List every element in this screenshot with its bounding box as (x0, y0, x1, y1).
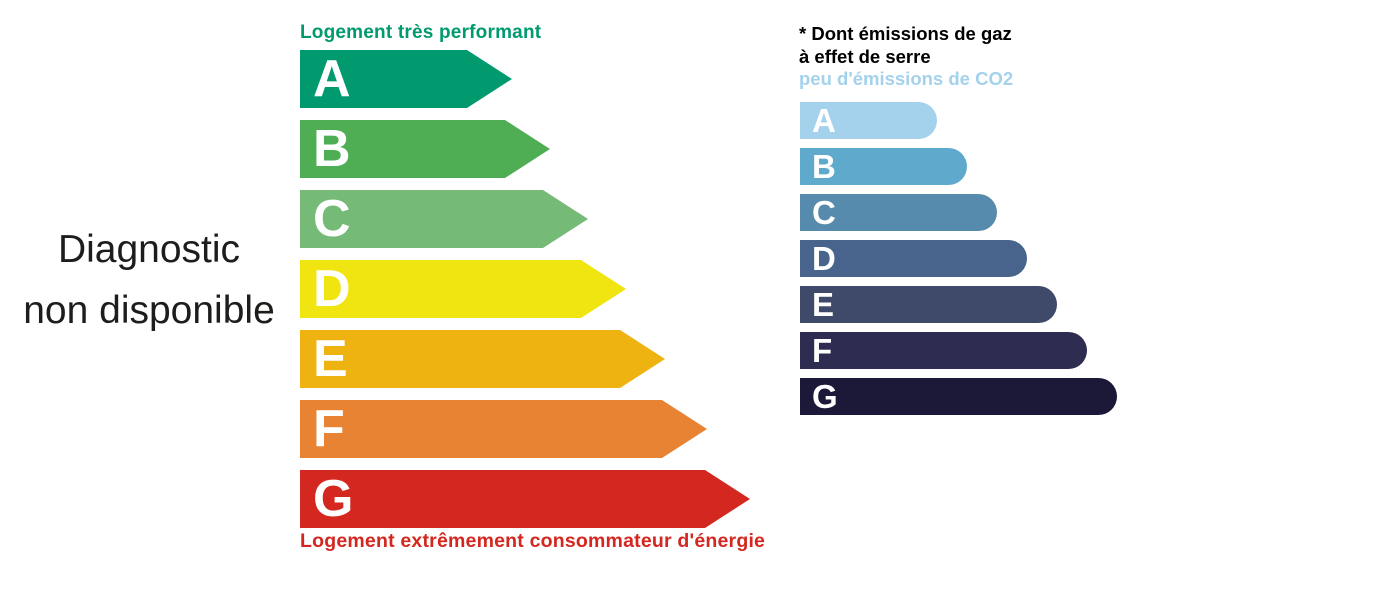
energy-arrow-c: C (300, 190, 588, 248)
energy-arrow-f: F (300, 400, 707, 458)
diagnostic-status-line1: Diagnostic (57, 228, 241, 271)
ges-bar-letter-e: E (812, 286, 835, 323)
energy-arrow-letter-a: A (313, 50, 351, 108)
ges-bar-c: C (800, 194, 997, 231)
energy-arrow-a: A (300, 50, 512, 108)
energy-arrow-b: B (300, 120, 550, 178)
energy-scale-top-caption: Logement très performant (300, 22, 542, 43)
energy-arrow-letter-e: E (313, 330, 348, 388)
energy-arrow-letter-b: B (313, 120, 351, 178)
ges-bar-g: G (800, 378, 1117, 415)
ges-caption-line2: à effet de serre (799, 45, 931, 67)
ges-bar-f: F (800, 332, 1087, 369)
energy-arrow-e: E (300, 330, 665, 388)
diagnostic-status-label: Diagnostic non disponible (16, 219, 282, 341)
energy-arrow-letter-f: F (313, 400, 345, 458)
ges-caption-line3: peu d'émissions de CO2 (799, 68, 1014, 89)
ges-bar-letter-d: D (812, 240, 836, 277)
ges-bar-e: E (800, 286, 1057, 323)
ges-bar-letter-f: F (812, 332, 833, 369)
energy-scale-bottom-caption: Logement extrêmement consommateur d'éner… (300, 530, 766, 552)
ges-bar-letter-g: G (812, 378, 838, 415)
energy-arrow-letter-c: C (313, 190, 351, 248)
energy-arrow-g: G (300, 470, 750, 528)
energy-arrow-letter-g: G (313, 470, 354, 528)
ges-bar-letter-a: A (812, 102, 836, 139)
ges-bar-a: A (800, 102, 937, 139)
ges-caption: * Dont émissions de gaz à effet de serre… (799, 23, 1013, 91)
ges-bar-d: D (800, 240, 1027, 277)
energy-arrow-d: D (300, 260, 626, 318)
ges-bar-b: B (800, 148, 967, 185)
diagnostic-status-line2: non disponible (23, 289, 275, 332)
ges-bar-letter-c: C (812, 194, 836, 231)
ges-caption-line1: * Dont émissions de gaz (799, 23, 1012, 44)
energy-arrow-letter-d: D (313, 260, 351, 318)
ges-bar-letter-b: B (812, 148, 836, 185)
